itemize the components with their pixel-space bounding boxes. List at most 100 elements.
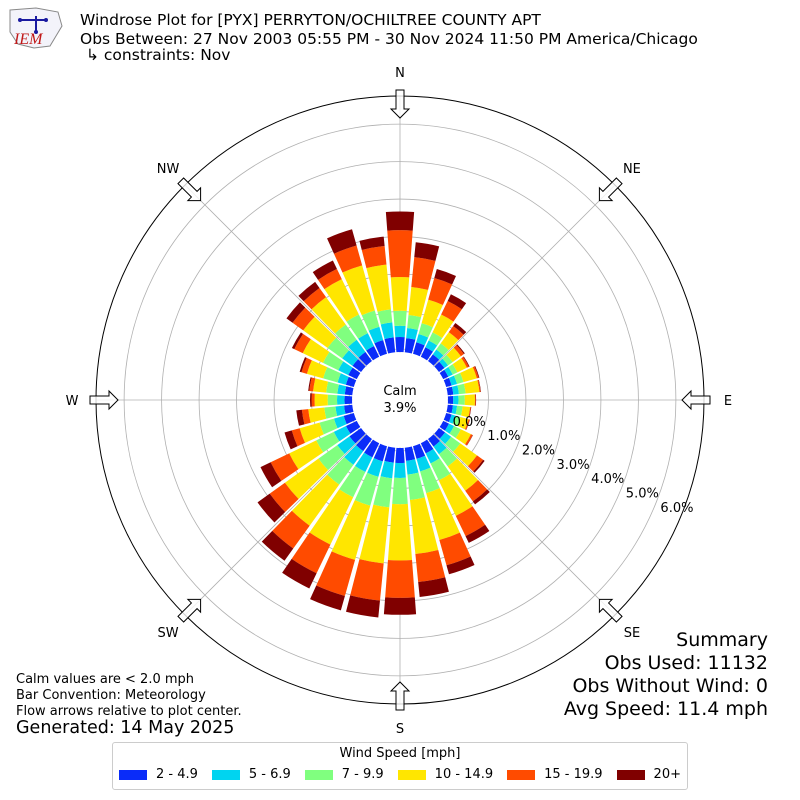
windrose-bar-segment [324,406,338,419]
windrose-bar-segment [272,510,310,549]
windrose-bar-segment [291,532,331,574]
summary-title: Summary [676,629,768,651]
flow-arrow-icon [177,598,202,623]
windrose-bar-segment [477,379,481,393]
windrose-bar-segment [394,325,406,338]
windrose-bar-segment [395,337,405,353]
compass-label: E [724,394,732,409]
windrose-bar-segment [323,367,341,383]
windrose-bar-segment [333,415,347,429]
compass-label: NW [157,162,180,177]
windrose-bar-segment [444,367,453,377]
legend-label: 20+ [653,767,681,782]
windrose-bar-segment [260,462,282,488]
windrose-bar-segment [319,418,338,435]
windrose-bar-segment [448,364,458,375]
legend-label: 2 - 4.9 [156,767,198,782]
page-title: Windrose Plot for [PYX] PERRYTON/OCHILTR… [80,11,541,29]
windrose-bar-segment [444,423,455,434]
windrose-bar-segment [467,455,484,472]
windrose-bar-segment [439,369,449,380]
windrose-bar-segment [312,260,337,280]
windrose-bar-segment [426,488,460,541]
windrose-bar-segment [453,345,464,357]
windrose-bar-segment [384,337,396,354]
grid-ring [161,161,639,639]
windrose-bar-segment [457,417,469,430]
legend-item: 5 - 6.9 [211,767,291,782]
windrose-bar-segment [425,448,440,464]
windrose-bar-segment [463,380,480,394]
windrose-bar-segment [367,458,383,477]
windrose-bar-segment [387,503,413,561]
windrose-bar-segment [451,405,458,415]
windrose-bar-segment [456,344,465,355]
windrose-bar-segment [453,443,478,467]
windrose-bar-segment [364,439,380,458]
windrose-bar-segment [352,359,366,372]
windrose-bar-segment [343,412,357,425]
legend-item: 15 - 19.9 [507,767,603,782]
windrose-bar-segment [440,332,459,351]
iem-logo: IEM [6,6,66,52]
windrose-bar-segment [458,395,465,405]
windrose-bar-segment [418,323,433,338]
grid-ring [123,123,677,677]
windrose-bar-segment [366,345,380,361]
windrose-bar-segment [380,461,394,479]
windrose-bar-segment [291,428,306,447]
windrose-bar-segment [432,314,454,339]
windrose-bar-segment [446,386,454,396]
windrose-bar-segment [439,432,452,444]
windrose-bar-segment [308,407,327,423]
windrose-bar-segment [337,384,347,395]
windrose-bar-segment [461,356,469,368]
windrose-bar-segment [478,379,481,392]
windrose-bar-segment [344,386,354,396]
windrose-bar-segment [416,455,431,472]
windrose-bar-segment [282,558,317,589]
windrose-bar-segment [468,407,471,418]
windrose-bar-segment [421,299,443,328]
compass-labels: N NE E SE S SW W NW [66,66,733,737]
windrose-bar-segment [465,434,473,446]
windrose-bar-segment [446,556,475,575]
legend-item: 7 - 9.9 [304,767,384,782]
windrose-bar-segment [465,419,471,430]
logo-text: IEM [13,31,44,48]
compass-label: N [395,66,405,81]
windrose-bar-segment [415,550,446,583]
windrose-bar-segment [318,445,345,471]
windrose-bar-segment [438,447,458,467]
windrose-bar-segment [392,477,408,505]
windrose-bar-segment [433,441,447,455]
windrose-bar-segment [474,394,476,406]
windrose-bar-segment [358,333,374,351]
windrose-bar-segment [289,440,324,470]
windrose-bar-segment [469,407,472,418]
windrose-bar-segment [349,428,366,444]
legend-swatch [397,769,426,780]
windrose-bar-segment [316,431,340,453]
windrose-bar-segment [337,395,345,405]
windrose-bar-segment [466,434,473,446]
windrose-bar-segment [299,357,307,373]
compass-label: W [66,394,79,409]
windrose-bar-segment [434,428,446,439]
windrose-bar-segment [308,377,312,391]
windrose-bar-segment [412,342,425,357]
windrose-bar-segment [311,393,315,407]
windrose-bar-segment [439,532,471,566]
windrose-bar-segment [420,467,440,494]
windrose-bar-segment [303,287,327,310]
windrose-bar-segment [428,434,441,447]
windrose-bar-segment [374,340,388,357]
windrose-bar-segment [453,322,467,335]
generated-date: Generated: 14 May 2025 [16,718,235,738]
windrose-bar-segment [337,436,356,454]
windrose-bar-segment [358,351,372,366]
windrose-bar-segment [301,357,312,374]
windrose-bar-segment [384,446,396,463]
windrose-bar-segment [310,585,345,611]
windrose-bar-segment [475,394,477,406]
